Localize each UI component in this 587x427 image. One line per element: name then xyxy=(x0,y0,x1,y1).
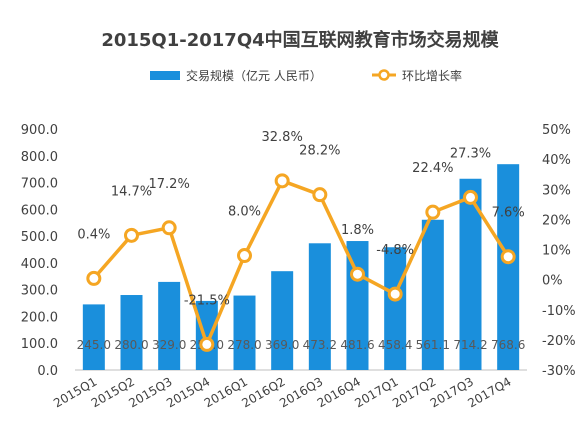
bar-value-label: 280.0 xyxy=(114,338,148,352)
bar-value-label: 278.0 xyxy=(227,338,261,352)
growth-point xyxy=(199,336,215,352)
bar-value-label: 481.6 xyxy=(340,338,374,352)
bar xyxy=(158,281,181,370)
bar-value-label: 714.2 xyxy=(453,338,487,352)
bar-value-label: 329.0 xyxy=(152,338,186,352)
left-tick-label: 400.0 xyxy=(21,257,58,272)
growth-label: 7.6% xyxy=(492,206,525,221)
growth-point xyxy=(500,249,516,265)
growth-point xyxy=(387,286,403,302)
growth-point xyxy=(86,270,102,286)
bar xyxy=(497,164,520,370)
x-tick-label: 2017Q4 xyxy=(465,374,513,410)
left-tick-label: 600.0 xyxy=(21,203,58,218)
bar xyxy=(82,304,105,370)
chart-title: 2015Q1-2017Q4中国互联网教育市场交易规模 xyxy=(101,29,499,51)
growth-line xyxy=(92,179,510,347)
left-tick-label: 200.0 xyxy=(21,310,58,325)
x-axis: 2015Q12015Q22015Q32015Q42016Q12016Q22016… xyxy=(51,374,514,410)
legend-bar-label: 交易规模（亿元 人民币） xyxy=(186,68,322,83)
left-tick-label: 800.0 xyxy=(21,150,58,165)
growth-point xyxy=(350,266,365,282)
bar xyxy=(421,219,444,370)
growth-point xyxy=(312,187,328,203)
growth-point xyxy=(463,189,478,205)
right-tick-label: 30% xyxy=(542,183,571,198)
left-tick-label: 900.0 xyxy=(21,123,58,138)
right-tick-label: 50% xyxy=(542,123,571,138)
left-axis: 0.0 100.0 200.0 300.0 400.0 500.0 600.0 700.0 80… xyxy=(21,123,58,379)
legend-bar-swatch xyxy=(150,71,180,80)
bar-value-label: 369.0 xyxy=(265,338,299,352)
growth-label: -21.5% xyxy=(184,293,230,308)
growth-point xyxy=(425,204,441,220)
left-tick-label: 500.0 xyxy=(21,230,58,245)
growth-label: 27.3% xyxy=(450,146,491,161)
growth-label: 32.8% xyxy=(262,130,303,145)
bar xyxy=(459,178,482,370)
left-tick-label: 0.0 xyxy=(37,364,58,379)
growth-label: -4.8% xyxy=(376,243,414,258)
right-tick-label: -10% xyxy=(542,304,576,319)
bar-value-label: 768.6 xyxy=(491,338,525,352)
growth-label: 14.7% xyxy=(111,184,152,199)
left-tick-label: 700.0 xyxy=(21,177,58,192)
line-series xyxy=(86,173,516,352)
growth-point xyxy=(161,220,177,236)
right-tick-label: 0% xyxy=(542,274,563,289)
bar-value-label: 561.1 xyxy=(416,338,450,352)
right-tick-label: -30% xyxy=(542,364,576,379)
bar-labels: 245.0280.0329.0258.0278.0369.0473.2481.6… xyxy=(77,338,526,352)
bar-value-label: 473.2 xyxy=(303,338,337,352)
growth-label: 8.0% xyxy=(228,205,261,220)
growth-label: 0.4% xyxy=(77,227,110,242)
bar xyxy=(384,247,407,370)
right-tick-label: 40% xyxy=(542,153,571,168)
right-axis: -30% -20% -10% 0% 10% 20% 30% 40% 50% xyxy=(542,123,576,379)
growth-label: 22.4% xyxy=(412,161,453,176)
bar xyxy=(271,271,294,370)
bar-value-label: 458.4 xyxy=(378,338,412,352)
right-tick-label: 10% xyxy=(542,244,571,259)
legend-line-marker xyxy=(378,69,390,81)
growth-label: 17.2% xyxy=(149,177,190,192)
bar xyxy=(120,295,143,370)
bar-series xyxy=(82,164,520,370)
left-tick-label: 100.0 xyxy=(21,337,58,352)
right-tick-label: -20% xyxy=(542,334,576,349)
legend-line-label: 环比增长率 xyxy=(402,68,462,83)
left-tick-label: 300.0 xyxy=(21,284,58,299)
line-labels: 0.4% 14.7%17.2% -21.5% 8.0% 32.8%28.2% 1.8%-4… xyxy=(77,130,524,309)
bar xyxy=(195,300,218,370)
growth-point xyxy=(124,227,139,243)
bar xyxy=(233,295,256,370)
bar-value-label: 245.0 xyxy=(77,338,111,352)
growth-point xyxy=(274,173,290,189)
bar xyxy=(308,243,331,370)
growth-label: 1.8% xyxy=(341,223,374,238)
legend: 交易规模（亿元 人民币） 环比增长率 xyxy=(150,68,462,83)
growth-point xyxy=(237,248,252,264)
right-tick-label: 20% xyxy=(542,213,571,228)
growth-label: 28.2% xyxy=(299,144,340,159)
